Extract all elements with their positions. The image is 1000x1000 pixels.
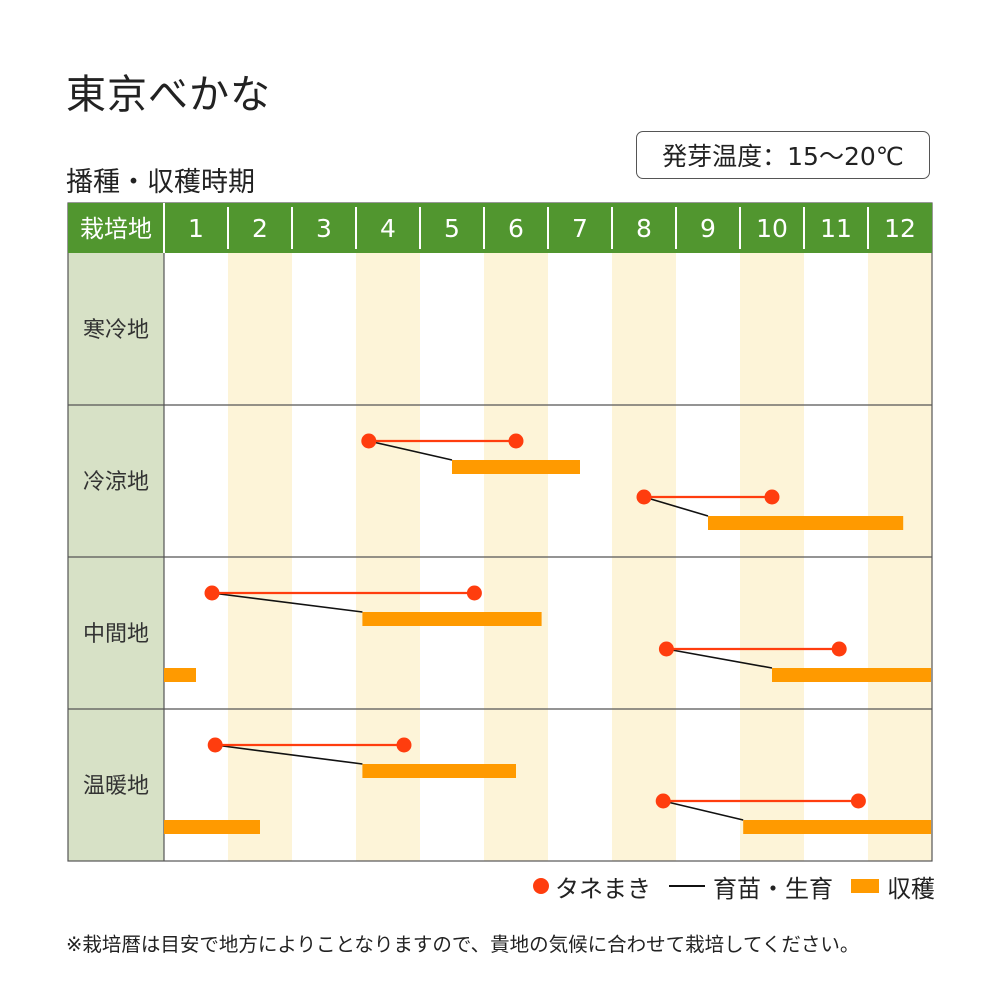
- sowing-end-dot-2-1: [508, 433, 524, 449]
- header-region-label: 栽培地: [80, 215, 152, 243]
- sowing-start-dot-2-2: [636, 489, 652, 505]
- sowing-end-dot-3-2: [831, 641, 847, 657]
- legend-harvest-label: 収穫: [887, 874, 935, 903]
- harvest-bar-3-2: [772, 668, 931, 682]
- month-label-7: 7: [572, 214, 588, 243]
- footnote: ※栽培暦は目安で地方によりことなりますので、貴地の気候に合わせて栽培してください…: [66, 933, 860, 956]
- page-title: 東京べかな: [66, 72, 271, 118]
- chart-marks: [164, 433, 931, 834]
- month-label-12: 12: [884, 214, 916, 243]
- sowing-end-dot-4-1: [396, 737, 412, 753]
- sowing-start-dot-3-1: [204, 585, 220, 601]
- legend-harvest: 収穫: [851, 869, 935, 904]
- seedling-line-2-1: [368, 440, 453, 461]
- sowing-start-dot-3-2: [658, 641, 674, 657]
- region-label-1: 寒冷地: [83, 318, 149, 343]
- chart-header: 栽培地 1 2 3 4 5 6 7 8 9 10 11 12: [68, 203, 932, 253]
- sowing-end-dot-2-2: [764, 489, 780, 505]
- germination-temp-text: 発芽温度：15～20℃: [662, 142, 904, 171]
- region-label-4: 温暖地: [83, 774, 149, 799]
- sowing-start-dot-4-2: [655, 793, 671, 809]
- month-label-2: 2: [252, 214, 268, 243]
- sowing-start-dot-4-1: [207, 737, 223, 753]
- month-label-5: 5: [444, 214, 460, 243]
- seedling-line-2-2: [643, 496, 709, 517]
- month-label-11: 11: [820, 214, 852, 243]
- legend-seedling: 育苗・生育: [669, 869, 833, 904]
- sowing-dot-icon: [533, 878, 549, 894]
- harvest-bar-icon: [851, 879, 879, 893]
- region-label-3: 中間地: [83, 622, 149, 647]
- header-bar: [68, 203, 932, 253]
- month-label-4: 4: [380, 214, 396, 243]
- sowing-end-dot-3-1: [466, 585, 482, 601]
- chart-subtitle: 播種・収穫時期: [66, 167, 255, 198]
- sowing-end-dot-4-2: [850, 793, 866, 809]
- seedling-line-3-2: [666, 648, 773, 669]
- month-label-3: 3: [316, 214, 332, 243]
- harvest-bar-3-1: [362, 612, 542, 626]
- seedling-line-3-1: [211, 592, 363, 613]
- harvest-bar-2-2: [708, 516, 904, 530]
- month-label-8: 8: [636, 214, 652, 243]
- month-label-9: 9: [700, 214, 716, 243]
- seedling-line-4-2: [663, 800, 744, 821]
- month-label-10: 10: [756, 214, 788, 243]
- harvest-bar-4-3: [164, 820, 260, 834]
- chart-legend: タネまき 育苗・生育 収穫: [505, 869, 935, 904]
- harvest-bar-4-2: [743, 820, 931, 834]
- legend-sowing: タネまき: [533, 869, 651, 904]
- sowing-start-dot-2-1: [361, 433, 377, 449]
- seedling-line-4-1: [215, 744, 363, 765]
- seedling-line-icon: [669, 885, 705, 887]
- harvest-bar-3-3: [164, 668, 196, 682]
- region-label-2: 冷涼地: [83, 470, 149, 495]
- germination-temp-badge: 発芽温度：15～20℃: [636, 131, 930, 179]
- month-label-1: 1: [188, 214, 204, 243]
- harvest-bar-2-1: [452, 460, 580, 474]
- month-label-6: 6: [508, 214, 524, 243]
- legend-seedling-label: 育苗・生育: [713, 874, 833, 903]
- harvest-bar-4-1: [362, 764, 516, 778]
- legend-sowing-label: タネまき: [555, 874, 651, 903]
